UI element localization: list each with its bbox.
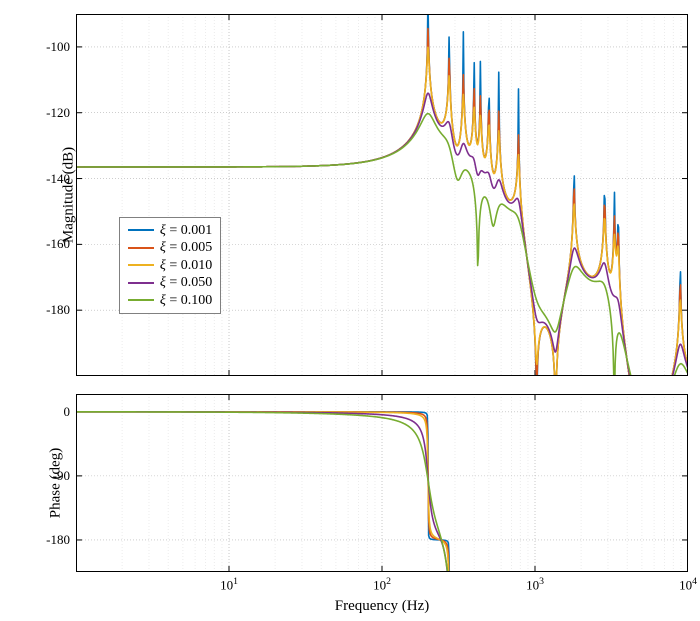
legend-label: ξ = 0.005 — [160, 239, 212, 257]
ytick-label: 0 — [64, 404, 77, 420]
figure: Magnitude (dB) ξ = 0.001ξ = 0.005ξ = 0.0… — [0, 0, 700, 621]
legend-swatch — [128, 264, 154, 266]
legend-entry: ξ = 0.005 — [128, 239, 212, 257]
legend-entry: ξ = 0.010 — [128, 257, 212, 275]
xtick-label: 103 — [526, 572, 544, 593]
legend-swatch — [128, 247, 154, 249]
legend-swatch — [128, 299, 154, 301]
legend-label: ξ = 0.001 — [160, 222, 212, 240]
ytick-label: -140 — [46, 171, 76, 187]
legend-label: ξ = 0.050 — [160, 274, 212, 292]
legend-swatch — [128, 282, 154, 284]
ytick-label: -100 — [46, 39, 76, 55]
magnitude-plot: Magnitude (dB) ξ = 0.001ξ = 0.005ξ = 0.0… — [76, 14, 688, 376]
legend: ξ = 0.001ξ = 0.005ξ = 0.010ξ = 0.050ξ = … — [119, 217, 221, 315]
ylabel-magnitude: Magnitude (dB) — [61, 147, 78, 243]
legend-label: ξ = 0.100 — [160, 292, 212, 310]
ytick-label: -90 — [53, 468, 76, 484]
phase-plot: Phase (deg) Frequency (Hz) -180-90010110… — [76, 394, 688, 572]
ytick-label: -120 — [46, 105, 76, 121]
ytick-label: -180 — [46, 302, 76, 318]
magnitude-plot-canvas — [76, 14, 688, 376]
legend-entry: ξ = 0.100 — [128, 292, 212, 310]
legend-entry: ξ = 0.001 — [128, 222, 212, 240]
xtick-label: 104 — [679, 572, 697, 593]
legend-swatch — [128, 229, 154, 231]
xtick-label: 101 — [220, 572, 238, 593]
xtick-label: 102 — [373, 572, 391, 593]
ytick-label: -160 — [46, 236, 76, 252]
phase-plot-canvas — [76, 394, 688, 572]
legend-label: ξ = 0.010 — [160, 257, 212, 275]
legend-entry: ξ = 0.050 — [128, 274, 212, 292]
ytick-label: -180 — [46, 532, 76, 548]
